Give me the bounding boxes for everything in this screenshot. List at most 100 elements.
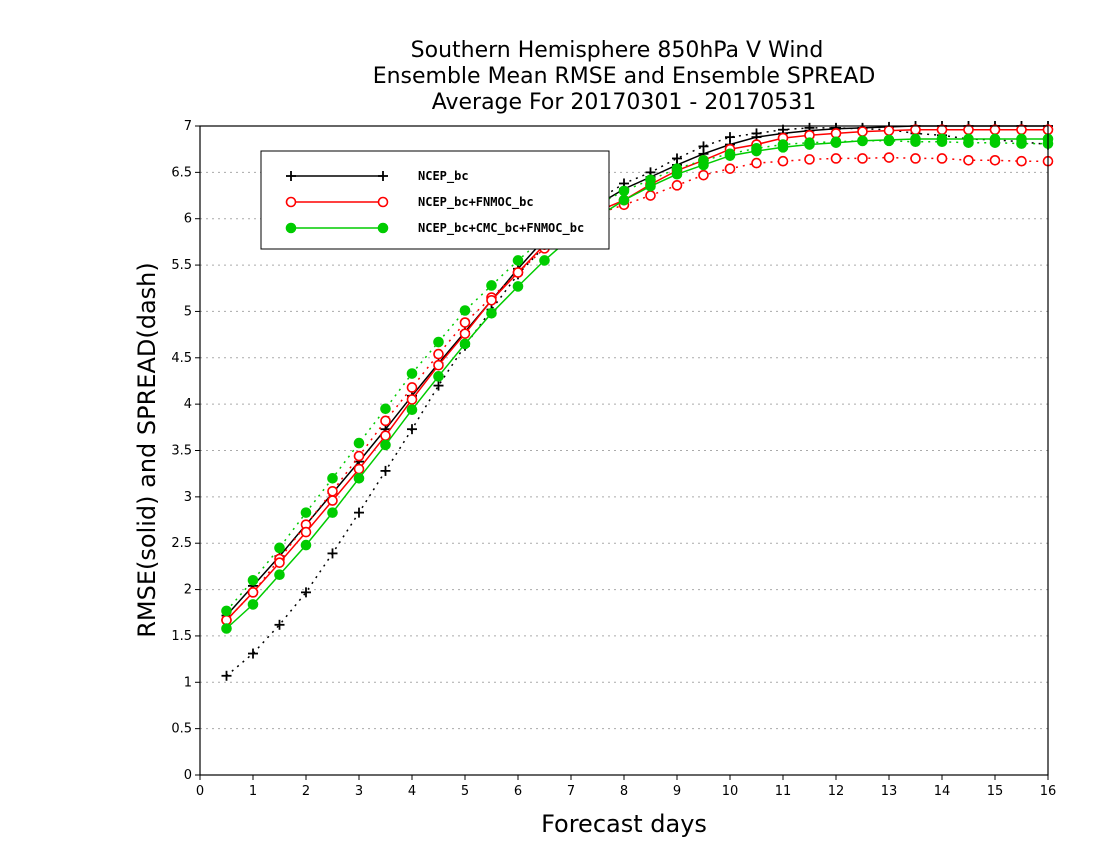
y-tick-label-6: 3	[184, 490, 192, 505]
series-1-spread-point-25	[883, 152, 895, 163]
y-axis-ticks: 0 0.5 1 1.5 2 2.5 3 3.5 4 4.5 5 5.5 6 6.5 7	[171, 119, 200, 783]
y-tick-label-1: 0.5	[171, 722, 192, 737]
series-1-spread-point-16	[645, 190, 656, 201]
series-1-rmse-point-4	[327, 495, 338, 506]
legend-marker-start-1	[285, 196, 297, 208]
series-0-spread-point-6	[380, 465, 391, 476]
series-2-rmse-point-21	[777, 142, 789, 153]
y-tick-label-14: 7	[184, 119, 192, 134]
x-tick-label-6: 6	[514, 784, 522, 799]
x-tick-label-0: 0	[196, 784, 204, 799]
series-2-rmse-point-18	[698, 159, 709, 171]
series-1-spread-point-19	[724, 163, 736, 174]
series-1-spread-point-27	[936, 153, 948, 164]
series-1-spread-point-18	[698, 169, 709, 181]
series-1-spread-point-9	[459, 317, 471, 328]
series-0-spread-point-2	[274, 619, 285, 630]
x-tick-label-8: 8	[620, 784, 628, 799]
legend-marker-start-0	[286, 171, 296, 181]
series-2-rmse-point-10	[486, 307, 497, 319]
series-2-rmse-point-22	[804, 139, 815, 150]
legend-label-1: NCEP_bc+FNMOC_bc	[418, 195, 534, 210]
series-0-spread-point-4	[327, 548, 338, 559]
title-line-2: Ensemble Mean RMSE and Ensemble SPREAD	[373, 64, 876, 89]
series-2-spread-point-9	[459, 305, 471, 316]
series-0-spread-point-8	[433, 380, 444, 391]
x-axis-ticks: 0 1 2 3 4 5 6 7 8 9 10 11 12 13 14 15 16	[196, 775, 1056, 799]
legend: NCEP_bc NCEP_bc+FNMOC_bc NCEP_bc+CMC_bc+FN…	[260, 150, 610, 250]
series-2-spread-point-1	[247, 575, 259, 586]
y-tick-label-9: 4.5	[171, 351, 192, 366]
series-2-rmse-point-16	[645, 180, 656, 192]
series-2-rmse-point-11	[512, 281, 524, 292]
series-2-rmse-point-17	[671, 168, 683, 180]
series-0-spread-point-3	[301, 587, 311, 598]
series-2-rmse-point-9	[459, 338, 471, 350]
series-2-rmse-point-2	[274, 569, 285, 581]
series-1-rmse-point-2	[274, 557, 285, 568]
series-lines	[221, 121, 1054, 681]
y-tick-label-8: 4	[184, 397, 192, 412]
series-2-rmse-point-23	[830, 137, 842, 148]
series-1-spread-point-5	[353, 450, 365, 462]
series-2-rmse-point-28	[963, 133, 974, 145]
series-1-rmse-point-25	[883, 125, 895, 136]
legend-marker-end-2	[377, 222, 389, 234]
series-2-rmse-point-29	[989, 133, 1001, 145]
series-1-rmse-point-8	[433, 359, 444, 371]
y-tick-label-5: 2.5	[171, 536, 192, 551]
series-2-rmse-point-27	[936, 133, 948, 145]
series-2-spread-point-7	[406, 368, 418, 379]
x-tick-label-9: 9	[673, 784, 681, 799]
title-line-1: Southern Hemisphere 850hPa V Wind	[411, 38, 824, 63]
y-tick-label-3: 1.5	[171, 629, 192, 644]
legend-marker-end-0	[378, 171, 388, 181]
series-1-rmse-point-11	[512, 267, 524, 278]
x-tick-label-16: 16	[1040, 784, 1057, 799]
title-line-3: Average For 20170301 - 20170531	[432, 90, 817, 115]
series-2-rmse-point-0	[221, 623, 232, 634]
series-2-rmse-point-20	[751, 145, 762, 157]
series-2-rmse-point-26	[910, 133, 921, 145]
x-tick-label-14: 14	[934, 784, 951, 799]
x-tick-label-1: 1	[249, 784, 257, 799]
series-1-rmse-point-24	[857, 126, 868, 137]
series-2-rmse-point-4	[327, 507, 338, 518]
y-tick-label-12: 6	[184, 212, 192, 227]
series-1-spread-point-4	[327, 485, 338, 497]
x-tick-label-5: 5	[461, 784, 469, 799]
x-tick-label-15: 15	[987, 784, 1004, 799]
series-0-spread-point-7	[407, 424, 417, 435]
x-tick-label-12: 12	[828, 784, 845, 799]
y-tick-label-0: 0	[184, 768, 192, 783]
x-tick-label-10: 10	[722, 784, 739, 799]
series-2-rmse-point-1	[247, 599, 259, 610]
y-axis-label: RMSE(solid) and SPREAD(dash)	[133, 262, 161, 638]
x-tick-label-11: 11	[775, 784, 792, 799]
series-2-spread-point-5	[353, 437, 365, 449]
x-tick-label-7: 7	[567, 784, 575, 799]
y-tick-label-13: 6.5	[171, 165, 192, 180]
legend-marker-end-1	[377, 196, 389, 208]
series-2-rmse-point-25	[883, 134, 895, 146]
series-0-spread-point-0	[221, 670, 232, 681]
series-1-rmse-point-3	[300, 526, 312, 538]
series-0-spread-point-5	[354, 507, 364, 518]
series-1-spread-point-21	[777, 155, 789, 167]
x-tick-label-4: 4	[408, 784, 416, 799]
series-2-rmse-point-5	[353, 473, 365, 484]
series-1-spread-point-23	[830, 153, 842, 164]
series-2-rmse-point-24	[857, 135, 868, 147]
series-1-spread-point-29	[989, 155, 1001, 166]
series-1-spread-point-8	[433, 348, 444, 360]
series-1-spread-point-17	[671, 180, 683, 191]
series-1-rmse-point-10	[486, 295, 497, 306]
series-1-spread-point-30	[1016, 155, 1027, 167]
y-tick-label-2: 1	[184, 675, 192, 690]
series-2-rmse-point-7	[406, 404, 418, 416]
series-2-spread-point-6	[380, 403, 391, 415]
series-1-spread-point-28	[963, 155, 974, 166]
series-1-spread-point-20	[751, 157, 762, 169]
series-1-spread-point-6	[380, 415, 391, 427]
